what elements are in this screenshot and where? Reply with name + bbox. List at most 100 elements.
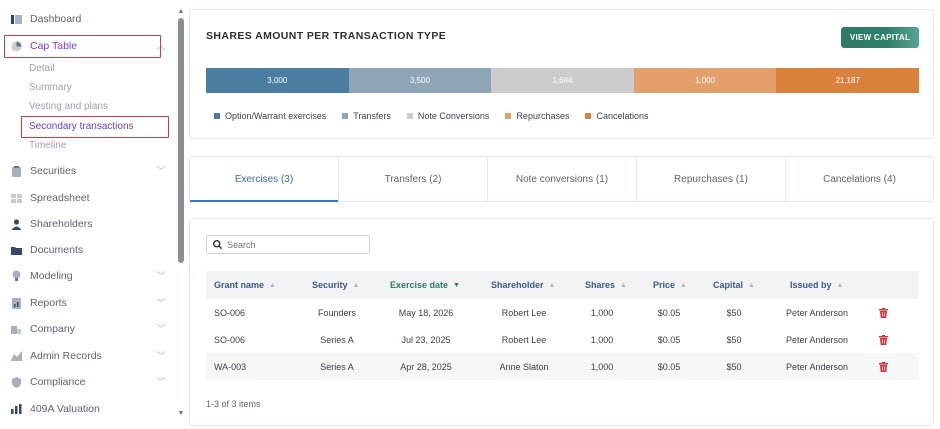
tab-label: Cancelations (4): [823, 173, 896, 185]
grid-icon: [10, 192, 22, 204]
sidebar-item-label: 409A Valuation: [30, 403, 100, 415]
bar-segment[interactable]: 1,000: [633, 68, 777, 93]
column-header-exercise-date[interactable]: Exercise date ▼: [390, 271, 460, 299]
cell-grant-name: SO-006: [214, 307, 246, 318]
tab-exercises[interactable]: Exercises (3): [190, 157, 339, 202]
active-tab-underline: [190, 200, 338, 202]
sidebar-item-shareholders[interactable]: Shareholders: [10, 214, 170, 234]
bar-segment[interactable]: 3,000: [206, 68, 349, 93]
cell-capital: $50: [726, 361, 742, 372]
sidebar-subitem-vesting-and-plans[interactable]: Vesting and plans: [29, 101, 108, 112]
chart-legend: Option/Warrant exercises Transfers Note Co…: [214, 111, 665, 121]
scroll-up-arrow-icon[interactable]: ▲: [177, 8, 185, 15]
column-header-shares[interactable]: Shares ▲: [585, 271, 627, 299]
sidebar-item-documents[interactable]: Documents: [10, 240, 170, 260]
sort-icon: ▲: [352, 281, 360, 289]
transaction-tabs: Exercises (3) Transfers (2) Note convers…: [189, 156, 934, 202]
column-label: Issued by: [790, 280, 832, 290]
scroll-down-arrow-icon[interactable]: ▼: [177, 410, 185, 417]
sidebar: Dashboard Cap Table ︿ Detail Summary Ves…: [0, 0, 176, 429]
delete-icon[interactable]: [879, 353, 888, 380]
table-row[interactable]: WA-003 Series A Apr 28, 2025 Anne Slaton 1,0…: [206, 353, 919, 380]
sidebar-item-label: Admin Records: [30, 350, 102, 362]
sidebar-subitem-secondary-transactions[interactable]: Secondary transactions: [29, 121, 134, 132]
sidebar-scrollbar[interactable]: ▲ ▼: [177, 8, 185, 418]
cell-security: Founders: [317, 307, 357, 318]
sidebar-item-securities[interactable]: Securities ﹀: [10, 161, 170, 181]
column-header-price[interactable]: Price ▲: [653, 271, 687, 299]
cell-exercise-date: Jul 23, 2025: [401, 334, 451, 345]
sidebar-item-label: Cap Table: [30, 40, 78, 52]
tab-repurchases[interactable]: Repurchases (1): [637, 157, 786, 201]
sort-icon: ▲: [680, 281, 687, 289]
sidebar-item-company[interactable]: Company ﹀: [10, 319, 170, 339]
transaction-summary-card: SHARES AMOUNT PER TRANSACTION TYPE VIEW …: [189, 9, 934, 139]
exercises-table-card: Grant name ▲ Security ▲ Exercise date ▼ Sha…: [189, 218, 934, 426]
sidebar-item-label: Reports: [30, 297, 67, 309]
sidebar-item-cap-table[interactable]: Cap Table ︿: [10, 36, 170, 56]
tab-note-conversions[interactable]: Note conversions (1): [488, 157, 637, 201]
sidebar-item-label: Modeling: [30, 270, 73, 282]
legend-label: Option/Warrant exercises: [225, 111, 327, 121]
cell-security: Series A: [320, 361, 354, 372]
sidebar-subitem-timeline[interactable]: Timeline: [29, 140, 67, 151]
building-icon: [10, 323, 22, 335]
cell-shareholder: Anne Slaton: [499, 361, 549, 372]
sidebar-item-409a-valuation[interactable]: 409A Valuation: [10, 399, 170, 419]
delete-icon[interactable]: [879, 299, 888, 326]
sidebar-item-modeling[interactable]: Modeling ﹀: [10, 266, 170, 286]
column-header-security[interactable]: Security ▲: [312, 271, 359, 299]
bar-segment[interactable]: 3,500: [348, 68, 492, 93]
scrollbar-thumb[interactable]: [178, 18, 184, 263]
cell-shares: 1,000: [590, 307, 614, 318]
column-header-issued-by[interactable]: Issued by ▲: [790, 271, 843, 299]
sidebar-item-reports[interactable]: Reports ﹀: [10, 293, 170, 313]
sort-icon: ▲: [836, 281, 844, 289]
sidebar-item-spreadsheet[interactable]: Spreadsheet: [10, 188, 170, 208]
column-label: Exercise date: [390, 280, 449, 290]
bar-segment[interactable]: 1,684: [491, 68, 634, 93]
table-row[interactable]: SO-006 Founders May 18, 2026 Robert Lee 1,00…: [206, 299, 919, 326]
chevron-down-icon: ﹀: [156, 376, 166, 387]
cell-shares: 1,000: [590, 361, 614, 372]
tab-label: Transfers (2): [384, 173, 442, 185]
column-header-shareholder[interactable]: Shareholder ▲: [491, 271, 555, 299]
legend-swatch: [342, 113, 349, 119]
column-label: Grant name: [214, 280, 265, 290]
sidebar-subitem-summary[interactable]: Summary: [29, 82, 72, 93]
sort-icon: ▲: [269, 281, 276, 289]
view-capital-button[interactable]: VIEW CAPITAL: [841, 27, 919, 48]
cell-issued-by: Peter Anderson: [785, 307, 849, 318]
legend-swatch: [406, 113, 413, 119]
tab-label: Repurchases (1): [674, 173, 748, 185]
legend-item: Note Conversions: [406, 111, 489, 121]
exercises-table: Grant name ▲ Security ▲ Exercise date ▼ Sha…: [206, 271, 919, 380]
column-header-capital[interactable]: Capital ▲: [713, 271, 755, 299]
sidebar-item-dashboard[interactable]: Dashboard: [10, 9, 170, 29]
tab-transfers[interactable]: Transfers (2): [339, 157, 488, 201]
cell-exercise-date: Apr 28, 2025: [400, 361, 452, 372]
delete-icon[interactable]: [879, 326, 888, 353]
sidebar-item-label: Compliance: [30, 376, 86, 388]
shares-stacked-bar: 3,000 3,500 1,684 1,000 21,187: [206, 68, 919, 93]
cell-shares: 1,000: [590, 334, 614, 345]
legend-item: Cancelations: [585, 111, 649, 121]
search-box[interactable]: [206, 235, 370, 254]
search-input[interactable]: [227, 239, 367, 250]
tab-cancelations[interactable]: Cancelations (4): [786, 157, 933, 201]
sidebar-item-label: Securities: [30, 165, 77, 177]
sort-icon: ▲: [620, 281, 627, 289]
sidebar-subitem-detail[interactable]: Detail: [29, 63, 55, 74]
sidebar-item-compliance[interactable]: Compliance ﹀: [10, 372, 170, 392]
clipboard-icon: [10, 165, 22, 177]
sidebar-item-label: Shareholders: [30, 218, 93, 230]
bar-segment[interactable]: 21,187: [776, 68, 919, 93]
column-header-grant-name[interactable]: Grant name ▲: [214, 271, 276, 299]
sidebar-item-admin-records[interactable]: Admin Records ﹀: [10, 346, 170, 366]
cell-shareholder: Robert Lee: [501, 307, 547, 318]
column-label: Shareholder: [491, 280, 544, 290]
table-row[interactable]: SO-006 Series A Jul 23, 2025 Robert Lee 1,00…: [206, 326, 919, 353]
shield-icon: [10, 376, 22, 388]
column-label: Shares: [585, 280, 616, 290]
